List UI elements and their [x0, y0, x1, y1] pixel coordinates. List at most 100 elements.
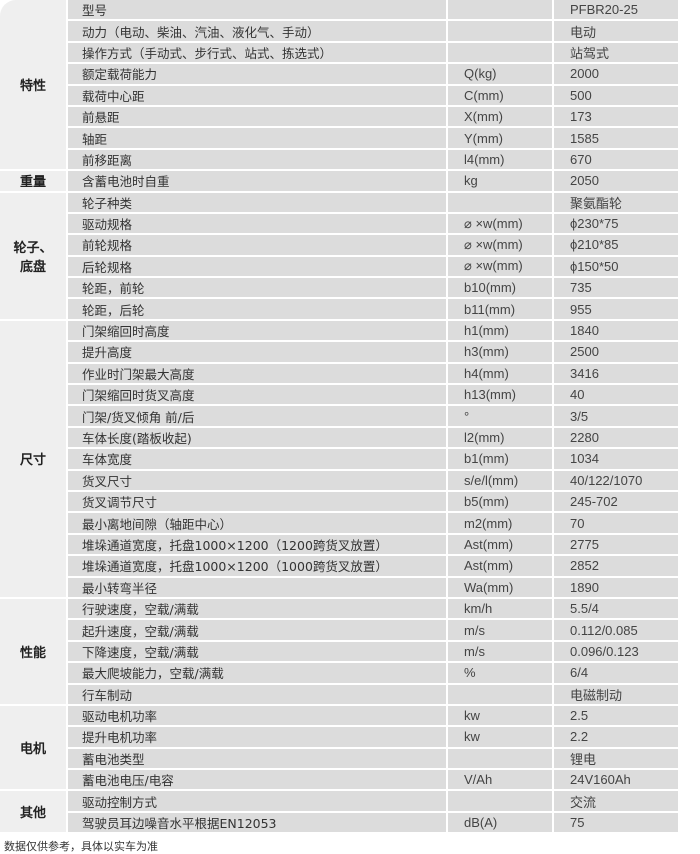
spec-label: 轮距，后轮	[68, 299, 448, 321]
spec-label: 操作方式（手动式、步行式、站式、拣选式）	[68, 42, 448, 65]
spec-value: 2.5	[554, 705, 678, 728]
spec-unit: Ast(mm)	[448, 534, 554, 557]
spec-unit	[448, 21, 554, 43]
spec-label: 作业时门架最大高度	[68, 363, 448, 386]
spec-row: 提升电机功率 kw 2.2	[0, 727, 678, 749]
spec-unit: m/s	[448, 641, 554, 664]
spec-unit: X(mm)	[448, 106, 554, 129]
spec-row: 车体宽度 b1(mm) 1034	[0, 449, 678, 471]
spec-unit: kw	[448, 727, 554, 749]
spec-unit: b11(mm)	[448, 299, 554, 321]
spec-row: 后轮规格 ⌀ ×w(mm) ϕ150*50	[0, 256, 678, 279]
spec-label: 驱动规格	[68, 213, 448, 236]
spec-unit	[448, 192, 554, 214]
spec-row: 轮距，后轮 b11(mm) 955	[0, 299, 678, 321]
spec-label: 前移距离	[68, 149, 448, 172]
spec-row: 额定载荷能力 Q(kg) 2000	[0, 64, 678, 86]
spec-value: 40	[554, 385, 678, 407]
spec-row: 轮子、底盘 轮子种类 聚氨酯轮	[0, 192, 678, 321]
spec-value: 锂电	[554, 748, 678, 771]
spec-unit: h3(mm)	[448, 342, 554, 364]
spec-value: 1034	[554, 449, 678, 471]
spec-label: 车体长度(踏板收起)	[68, 427, 448, 450]
spec-label: 起升速度，空载/满载	[68, 620, 448, 642]
spec-unit: km/h	[448, 598, 554, 621]
spec-label: 最小转弯半径	[68, 577, 448, 599]
spec-label: 前悬距	[68, 106, 448, 129]
spec-label: 堆垛通道宽度，托盘1000×1200（1200跨货叉放置）	[68, 534, 448, 557]
spec-table: 特性 型号 PFBR20-25 动力（电动、柴油、汽油、液化气、手动） 电动 操作方式（手…	[0, 0, 678, 835]
spec-label: 门架/货叉倾角 前/后	[68, 406, 448, 428]
spec-label: 轮距，前轮	[68, 278, 448, 300]
spec-row: 门架/货叉倾角 前/后 ° 3/5	[0, 406, 678, 428]
spec-row: 操作方式（手动式、步行式、站式、拣选式） 站驾式	[0, 42, 678, 65]
spec-unit: °	[448, 406, 554, 428]
spec-unit: Wa(mm)	[448, 577, 554, 599]
spec-row: 驾驶员耳边噪音水平根据EN12053 dB(A) 75	[0, 812, 678, 835]
spec-row: 轴距 Y(mm) 1585	[0, 128, 678, 150]
spec-row: 前轮规格 ⌀ ×w(mm) ϕ210*85	[0, 235, 678, 257]
category-cell: 特性	[0, 0, 68, 172]
spec-row: 堆垛通道宽度，托盘1000×1200（1000跨货叉放置） Ast(mm) 2852	[0, 556, 678, 578]
spec-label: 动力（电动、柴油、汽油、液化气、手动）	[68, 21, 448, 43]
spec-unit: b1(mm)	[448, 449, 554, 471]
spec-label: 型号	[68, 0, 448, 22]
spec-unit: C(mm)	[448, 85, 554, 107]
spec-value: 1890	[554, 577, 678, 599]
spec-row: 堆垛通道宽度，托盘1000×1200（1200跨货叉放置） Ast(mm) 2775	[0, 534, 678, 557]
spec-value: 3/5	[554, 406, 678, 428]
spec-unit: ⌀ ×w(mm)	[448, 235, 554, 257]
spec-unit: m2(mm)	[448, 513, 554, 535]
spec-unit: %	[448, 663, 554, 685]
spec-row: 性能 行驶速度，空载/满载 km/h 5.5/4	[0, 598, 678, 706]
spec-row: 特性 型号 PFBR20-25	[0, 0, 678, 172]
category-cell: 电机	[0, 705, 68, 792]
spec-row: 蓄电池类型 锂电	[0, 748, 678, 771]
category-cell: 性能	[0, 598, 68, 706]
category-cell: 尺寸	[0, 320, 68, 599]
spec-row: 动力（电动、柴油、汽油、液化气、手动） 电动	[0, 21, 678, 43]
spec-label: 行驶速度，空载/满载	[68, 598, 448, 621]
spec-row: 作业时门架最大高度 h4(mm) 3416	[0, 363, 678, 386]
spec-row: 驱动规格 ⌀ ×w(mm) ϕ230*75	[0, 213, 678, 236]
spec-unit: b5(mm)	[448, 491, 554, 514]
spec-value: 735	[554, 278, 678, 300]
spec-unit: dB(A)	[448, 812, 554, 835]
spec-label: 货叉调节尺寸	[68, 491, 448, 514]
spec-label: 车体宽度	[68, 449, 448, 471]
spec-label: 最小离地间隙（轴距中心）	[68, 513, 448, 535]
spec-row: 最小转弯半径 Wa(mm) 1890	[0, 577, 678, 599]
spec-row: 货叉尺寸 s/e/l(mm) 40/122/1070	[0, 470, 678, 492]
spec-row: 尺寸 门架缩回时高度 h1(mm) 1840	[0, 320, 678, 599]
spec-label: 行车制动	[68, 684, 448, 706]
spec-row: 蓄电池电压/电容 V/Ah 24V160Ah	[0, 770, 678, 792]
spec-value: 交流	[554, 791, 678, 813]
spec-value: 站驾式	[554, 42, 678, 65]
spec-unit	[448, 0, 554, 22]
category-cell: 重量	[0, 171, 68, 193]
spec-label: 后轮规格	[68, 256, 448, 279]
spec-row: 行车制动 电磁制动	[0, 684, 678, 706]
spec-label: 门架缩回时货叉高度	[68, 385, 448, 407]
spec-label: 最大爬坡能力，空载/满载	[68, 663, 448, 685]
spec-label: 蓄电池电压/电容	[68, 770, 448, 792]
spec-unit: s/e/l(mm)	[448, 470, 554, 492]
spec-label: 货叉尺寸	[68, 470, 448, 492]
spec-value: PFBR20-25	[554, 0, 678, 22]
spec-value: 2852	[554, 556, 678, 578]
spec-value: ϕ230*75	[554, 213, 678, 236]
spec-value: 955	[554, 299, 678, 321]
spec-row: 最大爬坡能力，空载/满载% 6/4	[0, 663, 678, 685]
spec-unit: ⌀ ×w(mm)	[448, 213, 554, 236]
spec-label: 含蓄电池时自重	[68, 171, 448, 193]
spec-value: 670	[554, 149, 678, 172]
spec-value: 2000	[554, 64, 678, 86]
spec-unit: l4(mm)	[448, 149, 554, 172]
spec-label: 前轮规格	[68, 235, 448, 257]
spec-value: 173	[554, 106, 678, 129]
spec-value: 2500	[554, 342, 678, 364]
spec-label: 提升高度	[68, 342, 448, 364]
spec-value: 500	[554, 85, 678, 107]
spec-value: 70	[554, 513, 678, 535]
spec-value: 75	[554, 812, 678, 835]
